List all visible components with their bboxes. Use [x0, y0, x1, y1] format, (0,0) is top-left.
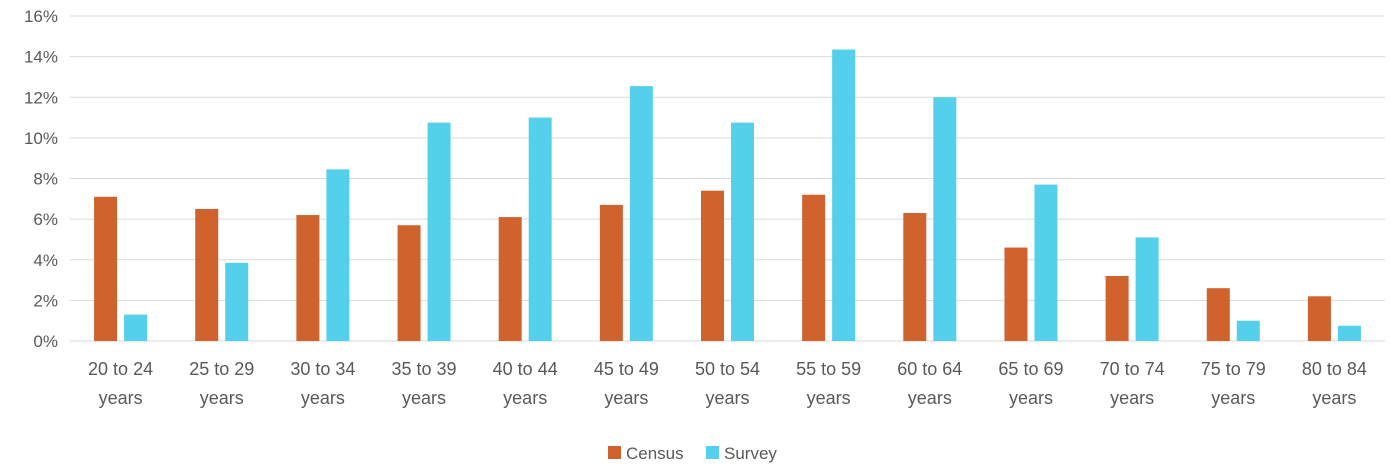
x-category-label: 40 to 44 [493, 359, 558, 379]
bar-survey [225, 262, 249, 341]
x-category-label: 30 to 34 [290, 359, 355, 379]
y-tick-label: 4% [33, 251, 58, 270]
bar-census [94, 196, 118, 341]
x-category-label: 80 to 84 [1302, 359, 1367, 379]
bar-survey [1337, 325, 1361, 341]
bar-census [1307, 296, 1331, 341]
x-category-label: years [705, 388, 749, 408]
x-category-label: years [1009, 388, 1053, 408]
bar-census [903, 213, 927, 341]
x-category-label: years [402, 388, 446, 408]
bar-survey [629, 86, 653, 341]
x-category-label: 35 to 39 [392, 359, 457, 379]
x-category-label: 20 to 24 [88, 359, 153, 379]
bar-survey [1236, 320, 1260, 341]
x-category-label: years [604, 388, 648, 408]
legend-label-census: Census [626, 444, 684, 463]
x-category-label: 55 to 59 [796, 359, 861, 379]
x-category-label: years [1312, 388, 1356, 408]
y-tick-label: 12% [24, 88, 58, 107]
y-tick-label: 10% [24, 129, 58, 148]
x-category-label: 25 to 29 [189, 359, 254, 379]
x-category-label: years [1110, 388, 1154, 408]
x-category-label: years [99, 388, 143, 408]
x-category-label: years [503, 388, 547, 408]
x-axis-category-labels: 20 to 24 years 25 to 29 years 30 to 34 years 3… [88, 359, 1367, 408]
bar-census [1004, 247, 1028, 341]
bar-survey [1034, 184, 1058, 341]
x-category-label: years [1211, 388, 1255, 408]
bar-census [1105, 276, 1129, 341]
x-category-label: 50 to 54 [695, 359, 760, 379]
bar-census [296, 215, 320, 341]
gridlines [70, 15, 1385, 342]
y-tick-label: 0% [33, 332, 58, 351]
bar-census [498, 217, 522, 341]
y-tick-label: 2% [33, 291, 58, 310]
x-category-label: 75 to 79 [1201, 359, 1266, 379]
x-category-label: 70 to 74 [1100, 359, 1165, 379]
bar-survey [427, 122, 451, 341]
y-tick-label: 6% [33, 210, 58, 229]
y-tick-label: 14% [24, 48, 58, 67]
legend: Census Survey [608, 444, 777, 463]
y-tick-label: 16% [24, 7, 58, 26]
bars [94, 49, 1361, 341]
bar-census [195, 208, 219, 341]
bar-survey [731, 122, 754, 341]
x-category-label: years [301, 388, 345, 408]
bar-census [701, 190, 724, 341]
bar-survey [528, 117, 552, 341]
x-category-label: years [200, 388, 244, 408]
x-category-label: years [908, 388, 952, 408]
x-category-label: 65 to 69 [998, 359, 1063, 379]
y-axis-tick-labels: 0% 2% 4% 6% 8% 10% 12% 14% 16% [24, 7, 58, 351]
y-tick-label: 8% [33, 170, 58, 189]
x-category-label: 45 to 49 [594, 359, 659, 379]
legend-label-survey: Survey [724, 444, 777, 463]
legend-swatch-census [608, 446, 621, 459]
bar-census [802, 194, 826, 341]
bar-survey [832, 49, 856, 341]
bar-survey [124, 314, 148, 341]
x-category-label: years [807, 388, 851, 408]
bar-census [1206, 288, 1230, 341]
bar-survey [326, 169, 350, 341]
x-category-label: 60 to 64 [897, 359, 962, 379]
legend-swatch-survey [706, 446, 719, 459]
bar-survey [1135, 237, 1159, 341]
bar-census [599, 204, 623, 341]
bar-census [397, 225, 421, 341]
bar-survey [933, 97, 957, 341]
